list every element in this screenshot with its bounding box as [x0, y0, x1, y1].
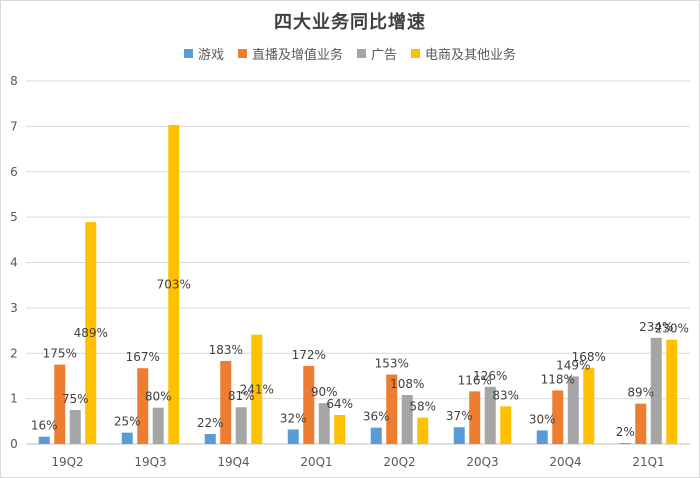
bar: [121, 432, 133, 444]
legend-swatch-game: [183, 49, 193, 58]
x-tick-label: 20Q4: [549, 455, 581, 469]
x-tick-label: 20Q3: [466, 455, 498, 469]
data-label: 234%: [639, 320, 673, 334]
data-label: 25%: [114, 415, 141, 429]
data-label: 183%: [209, 343, 243, 357]
bar: [386, 374, 398, 444]
data-label: 149%: [556, 358, 590, 372]
bar: [303, 365, 315, 444]
legend-label-game: 游戏: [197, 48, 224, 63]
bar: [168, 125, 180, 445]
y-tick-label: 2: [10, 346, 18, 360]
data-label: 153%: [375, 357, 409, 371]
legend-swatch-ads: [357, 49, 366, 58]
bar: [552, 390, 564, 444]
bar: [401, 394, 413, 444]
data-label: 89%: [627, 386, 654, 400]
bar: [318, 403, 330, 444]
y-tick-label: 5: [10, 210, 18, 224]
legend-item-ads: 广告: [357, 44, 397, 63]
bar: [666, 339, 678, 444]
bar: [220, 360, 232, 444]
data-label: 116%: [458, 373, 492, 387]
bar: [370, 427, 382, 444]
data-label: 172%: [292, 348, 326, 362]
data-label: 230%: [655, 322, 689, 336]
bar: [235, 407, 247, 444]
data-label: 90%: [311, 385, 338, 399]
legend-swatch-ecommerce: [411, 49, 421, 58]
data-label: 108%: [390, 377, 424, 391]
bar: [469, 391, 481, 444]
legend-label-live: 直播及增值业务: [251, 48, 343, 63]
data-label: 81%: [228, 389, 255, 403]
y-tick-label: 8: [10, 74, 18, 88]
y-tick-label: 0: [10, 437, 18, 451]
data-label: 703%: [157, 278, 191, 292]
data-label: 32%: [280, 411, 307, 425]
x-tick-label: 20Q1: [300, 455, 332, 469]
y-tick-label: 3: [10, 301, 18, 315]
data-label: 118%: [541, 372, 575, 386]
bar: [635, 403, 647, 444]
bar: [204, 434, 216, 444]
bar: [54, 364, 66, 444]
data-label: 36%: [363, 410, 390, 424]
data-label: 126%: [473, 369, 507, 383]
data-label: 64%: [326, 397, 353, 411]
bar: [137, 368, 149, 444]
bar: [334, 414, 346, 444]
data-label: 22%: [197, 416, 224, 430]
data-label: 167%: [126, 350, 160, 364]
y-tick-label: 6: [10, 165, 18, 179]
bar: [453, 427, 465, 444]
bar: [650, 337, 662, 444]
data-label: 168%: [572, 350, 606, 364]
bar: [619, 443, 631, 444]
data-label: 80%: [145, 390, 172, 404]
bar: [417, 417, 429, 444]
legend-label-ecommerce: 电商及其他业务: [425, 48, 517, 63]
x-tick-label: 20Q2: [383, 455, 415, 469]
bar: [85, 222, 97, 444]
legend-swatch-live: [237, 49, 247, 58]
bar: [287, 429, 299, 444]
legend-item-live: 直播及增值业务: [237, 44, 343, 63]
data-label: 30%: [529, 412, 556, 426]
legend-item-ecommerce: 电商及其他业务: [411, 44, 516, 63]
x-tick-label: 19Q4: [217, 455, 249, 469]
bar: [583, 367, 595, 444]
chart-title: 四大业务同比增速: [274, 12, 426, 33]
bar: [152, 407, 164, 444]
bar: [69, 409, 81, 444]
bar: [567, 376, 579, 444]
data-label: 175%: [43, 347, 77, 361]
data-label: 2%: [616, 425, 635, 439]
data-label: 58%: [409, 400, 436, 414]
legend-label-ads: 广告: [371, 48, 398, 63]
bar: [536, 430, 548, 444]
y-tick-label: 1: [10, 392, 18, 406]
x-tick-label: 19Q3: [134, 455, 166, 469]
legend-item-game: 游戏: [183, 44, 224, 63]
y-tick-label: 4: [10, 256, 18, 270]
x-tick-label: 21Q1: [632, 455, 664, 469]
bar: [251, 334, 263, 444]
data-label: 75%: [62, 392, 89, 406]
y-tick-label: 7: [10, 119, 18, 133]
data-label: 489%: [74, 326, 108, 340]
data-label: 241%: [240, 382, 274, 396]
data-label: 16%: [31, 419, 58, 433]
bar: [38, 436, 50, 444]
x-tick-label: 19Q2: [51, 455, 83, 469]
data-label: 83%: [492, 388, 519, 402]
data-label: 37%: [446, 409, 473, 423]
chart-legend: 游戏 直播及增值业务 广告 电商及其他业务: [0, 44, 700, 63]
bar: [484, 386, 496, 444]
bar: [500, 406, 512, 444]
